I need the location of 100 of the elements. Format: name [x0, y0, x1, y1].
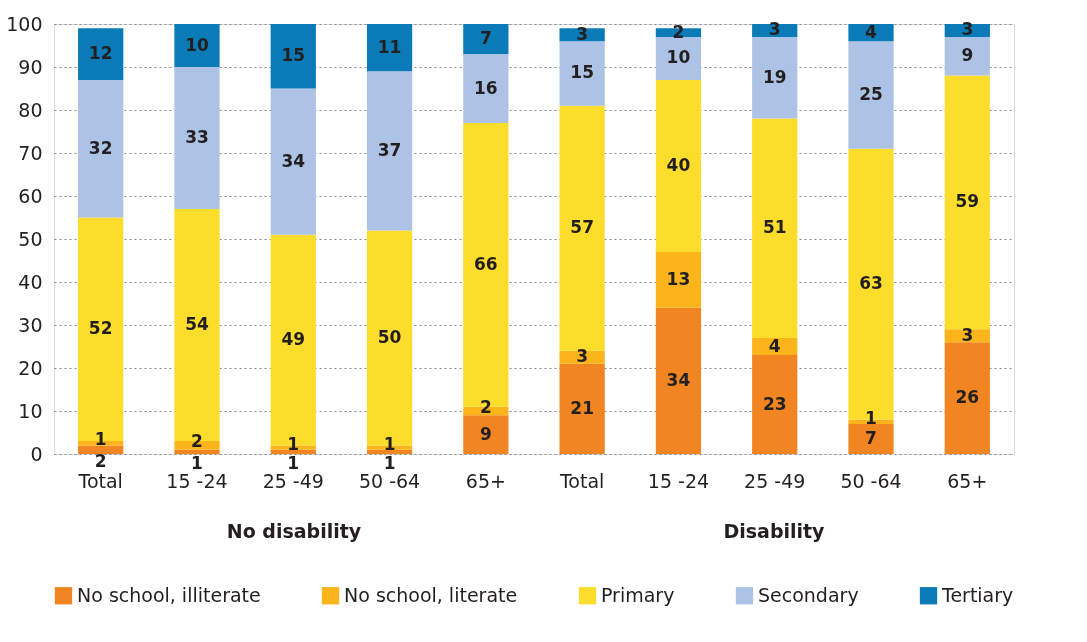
bar	[174, 24, 220, 67]
data-label: 7	[479, 28, 492, 49]
data-label: 2	[94, 450, 107, 471]
y-tick-label: 40	[18, 270, 43, 293]
bar	[366, 24, 413, 72]
data-label: 50	[377, 326, 402, 347]
data-label: 15	[281, 45, 306, 66]
data-label: 3	[768, 19, 781, 40]
data-label: 19	[762, 66, 787, 87]
bar	[366, 449, 413, 454]
legend-label: No school, literate	[344, 583, 518, 606]
bar	[752, 118, 798, 338]
x-tick-label: 65+	[465, 469, 506, 492]
data-label: 2	[479, 397, 492, 417]
bar	[848, 423, 894, 454]
bar	[752, 355, 798, 454]
data-label: 1	[94, 429, 107, 450]
data-label: 32	[88, 137, 113, 158]
y-tick-label: 50	[18, 227, 43, 250]
data-label: 1	[287, 433, 300, 454]
y-tick-label: 100	[6, 12, 43, 35]
data-label: 57	[570, 217, 594, 238]
x-tick-label: Total	[77, 469, 123, 492]
bar	[559, 41, 605, 106]
data-label: 10	[185, 34, 209, 55]
data-label: 15	[570, 62, 594, 83]
bar	[78, 79, 124, 218]
bar	[463, 24, 509, 55]
bar	[270, 449, 316, 454]
bar	[174, 449, 220, 454]
data-label: 21	[570, 397, 594, 418]
data-label: 12	[88, 43, 113, 64]
y-tick-label: 20	[18, 356, 43, 379]
data-label: 9	[961, 45, 974, 66]
data-label: 59	[955, 191, 980, 212]
y-tick-label: 10	[18, 399, 43, 422]
bar	[655, 79, 702, 252]
x-tick-label: 65+	[947, 469, 988, 492]
data-label: 40	[666, 154, 691, 175]
data-label: 49	[281, 329, 306, 350]
data-label: 33	[185, 126, 209, 147]
data-label: 25	[859, 83, 883, 104]
x-tick-label: 15 -24	[647, 469, 710, 492]
y-tick-label: 80	[18, 98, 43, 121]
bar	[270, 88, 316, 235]
data-label: 2	[191, 431, 203, 452]
data-label: 4	[865, 21, 878, 42]
y-tick-label: 70	[18, 141, 43, 164]
data-label: 9	[479, 423, 492, 444]
x-tick-label: Total	[558, 469, 605, 492]
bar	[848, 41, 894, 149]
data-label: 11	[377, 36, 402, 57]
data-label: 13	[666, 268, 691, 289]
data-label: 4	[768, 335, 781, 356]
data-label: 37	[377, 139, 402, 160]
bar	[752, 36, 798, 119]
y-tick-label: 60	[18, 184, 43, 207]
data-label: 23	[762, 393, 787, 414]
data-label: 10	[666, 47, 691, 68]
data-label: 26	[955, 387, 980, 408]
legend-label: Secondary	[758, 583, 859, 606]
data-label: 7	[865, 427, 877, 448]
data-label: 3	[576, 346, 589, 367]
x-tick-label: 25 -49	[744, 469, 806, 492]
legend-label: No school, illiterate	[77, 583, 261, 606]
data-label: 16	[474, 77, 498, 98]
text: Disability	[723, 520, 826, 542]
data-label: 3	[961, 19, 974, 40]
data-label: 34	[281, 150, 306, 171]
data-label: 34	[666, 369, 691, 390]
bar	[559, 363, 605, 454]
data-label: 52	[88, 318, 113, 339]
data-label: 2	[672, 21, 685, 42]
data-label: 66	[474, 253, 498, 274]
data-label: 3	[961, 324, 974, 345]
data-label: 1	[865, 407, 877, 428]
bar	[78, 445, 124, 454]
data-label: 3	[576, 23, 589, 44]
data-label: 1	[383, 433, 396, 454]
bar	[174, 67, 220, 209]
legend-label: Primary	[601, 583, 675, 606]
bar	[559, 105, 605, 351]
y-tick-label: 90	[18, 55, 43, 78]
bar	[366, 71, 413, 231]
bar	[944, 342, 990, 454]
data-label: 51	[762, 217, 787, 238]
x-tick-label: 50 -64	[840, 469, 902, 492]
data-label: 63	[859, 273, 883, 294]
bar	[463, 415, 509, 454]
bar	[270, 24, 316, 89]
text: No disability	[226, 520, 362, 542]
bar	[655, 251, 702, 308]
y-tick-label: 30	[18, 313, 43, 336]
bar	[944, 75, 990, 330]
bar	[655, 307, 702, 454]
legend-label: Tertiary	[941, 583, 1014, 606]
y-tick-label: 0	[30, 442, 43, 465]
bar	[944, 36, 990, 76]
bar	[463, 54, 509, 123]
bar	[78, 28, 124, 80]
